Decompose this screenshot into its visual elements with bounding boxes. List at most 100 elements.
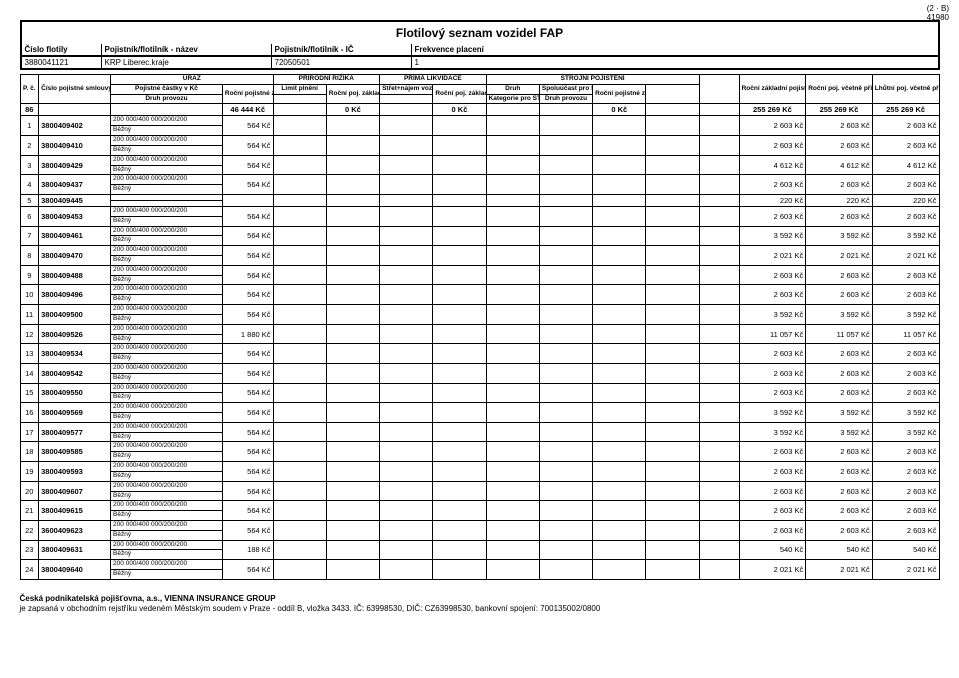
val-nazev: KRP Liberec.kraje	[102, 57, 272, 68]
cell-rp: 564 Kč	[222, 116, 273, 136]
cell-lim: 200 000/400 000/200/200	[111, 383, 223, 393]
cell-id: 3800409445	[39, 194, 111, 206]
cell-lim: 200 000/400 000/200/200	[111, 175, 223, 185]
cell-a: 2 603 Kč	[739, 520, 806, 540]
cell-a: 2 603 Kč	[739, 363, 806, 383]
cell-n: 19	[20, 462, 39, 482]
table-row: 183800409585200 000/400 000/200/200564 K…	[20, 442, 939, 452]
cell-dp: Běžný	[111, 511, 223, 521]
table-row: 133800409534200 000/400 000/200/200564 K…	[20, 344, 939, 354]
cell-b: 540 Kč	[806, 540, 873, 560]
cell-rp: 564 Kč	[222, 442, 273, 462]
cell-id: 3800409453	[39, 206, 111, 226]
cell-n: 11	[20, 305, 39, 325]
cell-a: 3 592 Kč	[739, 226, 806, 246]
page: Flotilový seznam vozidel FAP Číslo floti…	[20, 20, 940, 615]
cell-lim: 200 000/400 000/200/200	[111, 481, 223, 491]
cell-rp: 564 Kč	[222, 285, 273, 305]
th-limit: Limit plnění	[273, 84, 326, 94]
cell-lim: 200 000/400 000/200/200	[111, 501, 223, 511]
cell-id: 3800409542	[39, 363, 111, 383]
cell-rp: 564 Kč	[222, 226, 273, 246]
corner-line1: (2 · B)	[927, 4, 949, 13]
table-row: 163800409569200 000/400 000/200/200564 K…	[20, 403, 939, 413]
cell-dp: Běžný	[111, 373, 223, 383]
table-row: 43800409437200 000/400 000/200/200564 Kč…	[20, 175, 939, 185]
cell-a: 3 592 Kč	[739, 422, 806, 442]
cell-b: 3 592 Kč	[806, 226, 873, 246]
cell-c: 2 603 Kč	[872, 344, 939, 364]
th-rocni3: Roční poj. základní	[433, 84, 486, 104]
cell-lim: 200 000/400 000/200/200	[111, 155, 223, 165]
cell-a: 2 603 Kč	[739, 501, 806, 521]
cell-a: 2 603 Kč	[739, 442, 806, 462]
header-labels-row: Číslo flotily Pojistník/flotilník - náze…	[20, 44, 940, 57]
cell-b: 2 603 Kč	[806, 383, 873, 403]
cell-c: 4 612 Kč	[872, 155, 939, 175]
cell-c: 2 603 Kč	[872, 206, 939, 226]
cell-dp: Běžný	[111, 491, 223, 501]
cell-dp: Běžný	[111, 295, 223, 305]
cell-b: 2 603 Kč	[806, 520, 873, 540]
cell-dp: Běžný	[111, 126, 223, 136]
cell-dp: Běžný	[111, 471, 223, 481]
cell-a: 4 612 Kč	[739, 155, 806, 175]
cell-c: 2 603 Kč	[872, 501, 939, 521]
cell-id: 3800409640	[39, 560, 111, 580]
th-druhprov: Druh provozu	[111, 94, 223, 104]
cell-b: 2 603 Kč	[806, 363, 873, 383]
cell-rp: 564 Kč	[222, 344, 273, 364]
cell-lim: 200 000/400 000/200/200	[111, 344, 223, 354]
cell-n: 17	[20, 422, 39, 442]
cell-dp: Běžný	[111, 452, 223, 462]
cell-n: 20	[20, 481, 39, 501]
cell-c: 2 021 Kč	[872, 246, 939, 266]
cell-b: 2 603 Kč	[806, 501, 873, 521]
cell-id: 3800409631	[39, 540, 111, 560]
cell-id: 3800409577	[39, 422, 111, 442]
cell-c: 2 603 Kč	[872, 363, 939, 383]
cell-b: 220 Kč	[806, 194, 873, 206]
totals-row: 86 46 444 Kč 0 Kč 0 Kč 0 Kč 255 269 Kč 2…	[20, 104, 939, 116]
cell-n: 4	[20, 175, 39, 195]
cell-n: 7	[20, 226, 39, 246]
main-table: P. č. Číslo pojistné smlouvy ÚRAZ PŘÍROD…	[20, 74, 940, 580]
cell-id: 3800409607	[39, 481, 111, 501]
cell-n: 9	[20, 265, 39, 285]
header-values-row: 3880041121 KRP Liberec.kraje 72050501 1	[20, 57, 940, 70]
cell-dp: Běžný	[111, 354, 223, 364]
cell-id: 3800409593	[39, 462, 111, 482]
cell-rp: 564 Kč	[222, 501, 273, 521]
cell-c: 2 603 Kč	[872, 462, 939, 482]
cell-b: 2 603 Kč	[806, 285, 873, 305]
cell-id: 3600409623	[39, 520, 111, 540]
cell-b: 2 021 Kč	[806, 246, 873, 266]
cell-rp: 564 Kč	[222, 462, 273, 482]
cell-dp: Běžný	[111, 550, 223, 560]
cell-rp: 1 880 Kč	[222, 324, 273, 344]
cell-rp: 564 Kč	[222, 155, 273, 175]
cell-a: 3 592 Kč	[739, 403, 806, 423]
cell-n: 6	[20, 206, 39, 226]
cell-a: 2 603 Kč	[739, 481, 806, 501]
footer: Česká podnikatelská pojišťovna, a.s., VI…	[20, 594, 940, 615]
cell-n: 1	[20, 116, 39, 136]
cell-b: 3 592 Kč	[806, 403, 873, 423]
table-row: 93800409488200 000/400 000/200/200564 Kč…	[20, 265, 939, 275]
cell-b: 2 021 Kč	[806, 560, 873, 580]
tot-a: 255 269 Kč	[739, 104, 806, 116]
table-row: 203800409607200 000/400 000/200/200564 K…	[20, 481, 939, 491]
table-row: 83800409470200 000/400 000/200/200564 Kč…	[20, 246, 939, 256]
th-rsleva: Roční poj. včetně připojištění po slevě/…	[806, 75, 873, 104]
th-strojni: STROJNÍ POJIŠTĚNÍ	[486, 75, 699, 85]
th-castky: Pojistné částky v Kč	[111, 84, 223, 94]
cell-rp: 564 Kč	[222, 175, 273, 195]
lbl-frekvence: Frekvence placení	[412, 44, 938, 55]
cell-lim: 200 000/400 000/200/200	[111, 363, 223, 373]
cell-id: 3800409470	[39, 246, 111, 266]
cell-n: 22	[20, 520, 39, 540]
table-row: 33800409429200 000/400 000/200/200564 Kč…	[20, 155, 939, 165]
cell-a: 2 603 Kč	[739, 265, 806, 285]
table-row: 63800409453200 000/400 000/200/200564 Kč…	[20, 206, 939, 216]
cell-a: 2 603 Kč	[739, 206, 806, 226]
